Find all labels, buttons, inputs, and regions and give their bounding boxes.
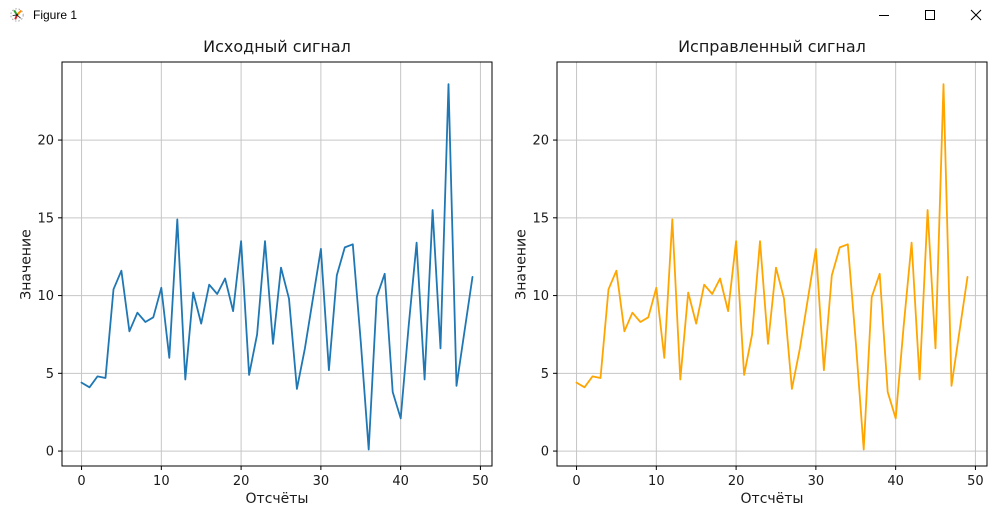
y-tick-label: 5: [46, 367, 54, 382]
y-tick-label: 5: [541, 367, 549, 382]
window-controls: [861, 0, 999, 30]
y-tick-label: 10: [37, 289, 54, 304]
x-tick-label: 30: [808, 474, 825, 489]
window-title: Figure 1: [33, 8, 78, 22]
x-tick-label: 20: [728, 474, 745, 489]
x-axis-label-corrected: Отсчёты: [740, 491, 804, 507]
x-axis-label-original: Отсчёты: [245, 491, 309, 507]
minimize-button[interactable]: [861, 0, 907, 30]
x-tick-label: 50: [472, 474, 489, 489]
x-tick-label: 40: [392, 474, 409, 489]
y-tick-label: 0: [541, 445, 549, 460]
x-tick-label: 10: [153, 474, 170, 489]
x-tick-label: 40: [887, 474, 904, 489]
axes-frame: [556, 61, 988, 467]
chart-title-corrected: Исправленный сигнал: [678, 37, 866, 56]
y-tick-label: 15: [532, 211, 549, 226]
close-button[interactable]: [953, 0, 999, 30]
y-tick-label: 15: [37, 211, 54, 226]
chart-title-original: Исходный сигнал: [203, 37, 351, 56]
x-tick-label: 0: [572, 474, 580, 489]
maximize-icon: [925, 10, 935, 20]
signal-line: [80, 83, 474, 451]
x-tick-label: 20: [233, 474, 250, 489]
minimize-icon: [879, 15, 889, 16]
x-tick-label: 30: [313, 474, 330, 489]
signal-line: [575, 83, 969, 451]
matplotlib-logo-icon: [9, 7, 25, 23]
y-tick-label: 0: [46, 445, 54, 460]
axes-frame: [61, 61, 493, 467]
y-tick-label: 20: [37, 134, 54, 149]
y-axis-label-original: Значение: [18, 229, 35, 300]
x-tick-label: 0: [77, 474, 85, 489]
title-bar: Figure 1: [0, 0, 999, 30]
close-icon: [970, 9, 982, 21]
x-tick-label: 50: [967, 474, 984, 489]
maximize-button[interactable]: [907, 0, 953, 30]
y-tick-label: 10: [532, 289, 549, 304]
x-tick-label: 10: [648, 474, 665, 489]
y-axis-label-corrected: Значение: [513, 229, 530, 300]
y-tick-label: 20: [532, 134, 549, 149]
